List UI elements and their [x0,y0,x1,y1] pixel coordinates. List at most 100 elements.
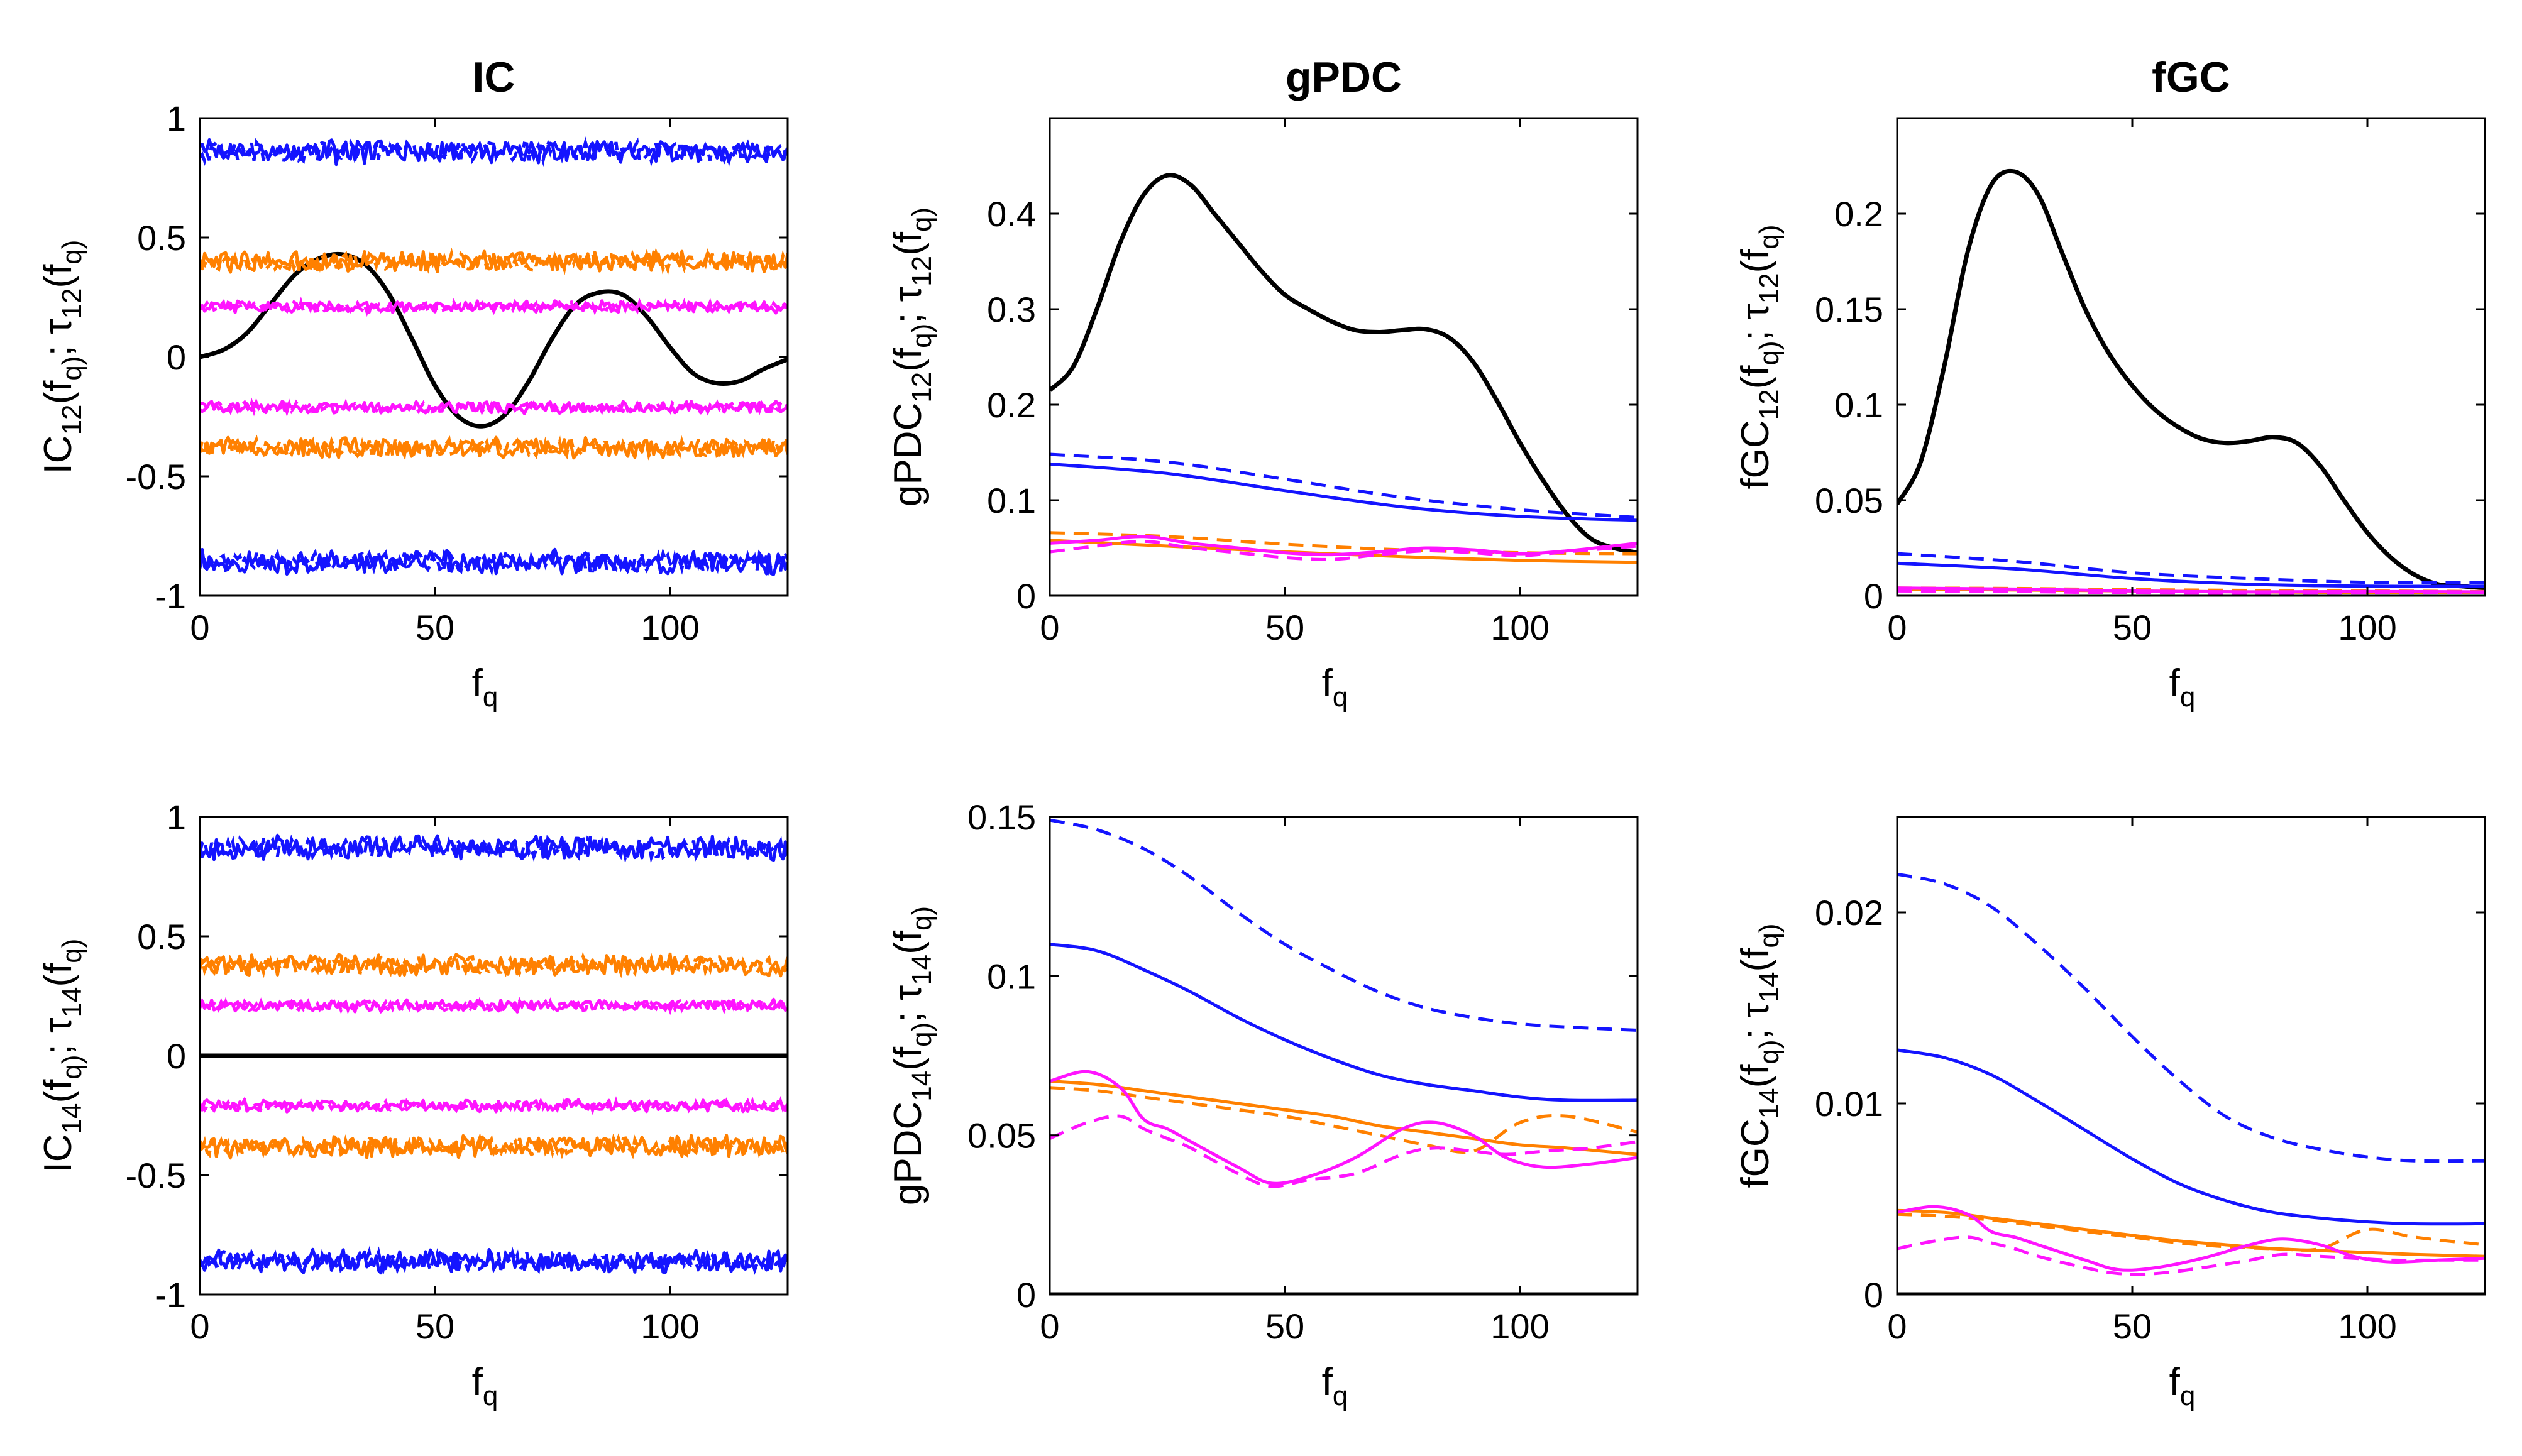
x-tick-label: 50 [416,608,454,647]
series-magenta-noisy-dashed [200,296,788,317]
panel-gpdc-14: 0 50 100 0 0.05 0.1 0.15 fq gPDC14(fq); τ14(fq) [886,797,1639,1411]
series-blue-noisy-dashed [200,834,788,864]
axes-frame [1896,816,2486,1296]
x-tick-label: 50 [2113,608,2152,647]
x-tick-label: 50 [1265,1306,1304,1346]
y-tick-label: 0 [1016,576,1036,616]
y-tick-label: 0.05 [967,1116,1036,1156]
y-tick-label: 0 [1016,1275,1036,1315]
y-tick-label: 0.15 [1815,290,1883,329]
series-group [1050,818,1638,1295]
x-tick-label: 100 [641,608,699,647]
y-tick-label: 1 [167,797,186,837]
x-tick-label: 0 [1040,608,1059,647]
y-tick-label: 0.2 [1834,194,1883,234]
y-tick-label: -1 [155,1275,186,1315]
series-magenta-solid [1050,1070,1638,1185]
x-tick-label: 100 [1490,608,1549,647]
panel-title: gPDC [1286,53,1402,101]
axes-frame [1049,816,1639,1296]
series-blue-noisy-dashed [200,547,788,578]
panel-title: fGC [2152,53,2230,101]
y-tick-label: -0.5 [126,1156,187,1195]
y-tick-label: 0 [167,337,186,377]
series-magenta-noisy-dashed [200,1095,788,1116]
y-tick-label: 0.5 [137,917,186,956]
x-axis-label: fq [472,1360,498,1411]
panel-fgc-14: 0 50 100 0 0.01 0.02 fq fGC14(fq); τ14(fq) [1734,816,2486,1411]
y-tick-label: 0.1 [1834,385,1883,425]
x-axis-label: fq [2169,662,2196,713]
y-axis-label: gPDC14(fq); τ14(fq) [886,906,937,1205]
series-orange-dashed [1050,1086,1638,1154]
series-orange-noisy-dashed [200,247,788,275]
x-axis-label: fq [1322,1360,1348,1411]
x-tick-label: 0 [190,1306,209,1346]
series-blue-solid [1897,561,2485,588]
series-magenta-solid [1050,535,1638,557]
x-tick-label: 0 [1887,1306,1907,1346]
y-tick-label: 0.01 [1815,1084,1883,1124]
series-magenta-dashed [1897,589,2485,595]
series-orange-solid [1897,1208,2485,1258]
y-tick-label: 0 [1864,576,1883,616]
x-axis-label: fq [2169,1360,2196,1411]
x-tick-label: 50 [2113,1306,2152,1346]
x-tick-label: 50 [1265,608,1304,647]
panel-ic-12: IC 0 50 100 -1 -0.5 0 0.5 1 fq IC12(fq); τ12(fq) [36,53,789,713]
y-tick-label: 0.1 [987,481,1036,520]
series-orange-solid [1050,1080,1638,1156]
x-tick-label: 100 [2338,608,2396,647]
y-axis-label: fGC12(fq); τ12(fq) [1734,224,1785,489]
y-tick-label: 0 [1864,1275,1883,1315]
x-tick-label: 0 [190,608,209,647]
x-tick-label: 50 [416,1306,454,1346]
y-tick-label: 0.1 [987,956,1036,996]
series-magenta-noisy-dashed [200,397,788,417]
panel-ic-14: 0 50 100 -1 -0.5 0 0.5 1 fq IC14(fq); τ14(fq) [36,797,789,1411]
x-axis-label: fq [1322,662,1348,713]
series-magenta-noisy-dashed [200,996,788,1015]
x-tick-label: 100 [2338,1306,2396,1346]
series-orange-noisy-dashed [200,434,788,461]
series-true-IC [200,251,788,429]
series-group [1897,872,2485,1295]
y-tick-label: -1 [155,576,186,616]
y-axis-label: fGC14(fq); τ14(fq) [1734,923,1785,1188]
series-magenta-noisy [200,1098,788,1114]
x-tick-label: 0 [1887,608,1907,647]
axes-frame [1049,117,1639,597]
y-axis-label: IC12(fq); τ12(fq) [36,240,87,474]
y-axis-label: gPDC12(fq); τ12(fq) [886,207,937,506]
series-blue-dashed [1897,552,2485,584]
series-magenta-dashed [1897,1235,2485,1276]
series-blue-noisy-dashed [200,1245,788,1276]
series-blue-solid [1050,943,1638,1102]
y-tick-label: 0.5 [137,218,186,258]
series-magenta-noisy [200,997,788,1014]
y-tick-label: 0.2 [987,385,1036,425]
series-blue-dashed [1897,872,2485,1163]
x-axis-label: fq [472,662,498,713]
y-tick-label: 0 [167,1036,186,1076]
series-blue-solid [1050,462,1638,522]
axes-frame [1896,117,2486,597]
series-blue-solid [1897,1048,2485,1226]
panel-gpdc-12: gPDC 0 50 100 0 0.1 0.2 0.3 0.4 fq gPDC12(fq); τ12… [886,53,1639,713]
series-orange-noisy-dashed [200,951,788,978]
x-tick-label: 0 [1040,1306,1059,1346]
y-tick-label: 0.05 [1815,481,1883,520]
y-tick-label: 0.4 [987,194,1036,234]
y-axis-label: IC14(fq); τ14(fq) [36,939,87,1173]
series-true-fGC [1897,168,2485,591]
series-group [1897,168,2485,595]
series-group [200,136,788,578]
axes-frame [199,117,789,597]
series-orange-dashed [1897,1212,2485,1252]
series-blue-dashed [1050,452,1638,519]
series-group [200,833,788,1276]
x-tick-label: 100 [1490,1306,1549,1346]
series-group [1050,173,1638,564]
panel-fgc-12: fGC 0 50 100 0 0.05 0.1 0.15 0.2 fq fGC12(fq); τ12… [1734,53,2486,713]
